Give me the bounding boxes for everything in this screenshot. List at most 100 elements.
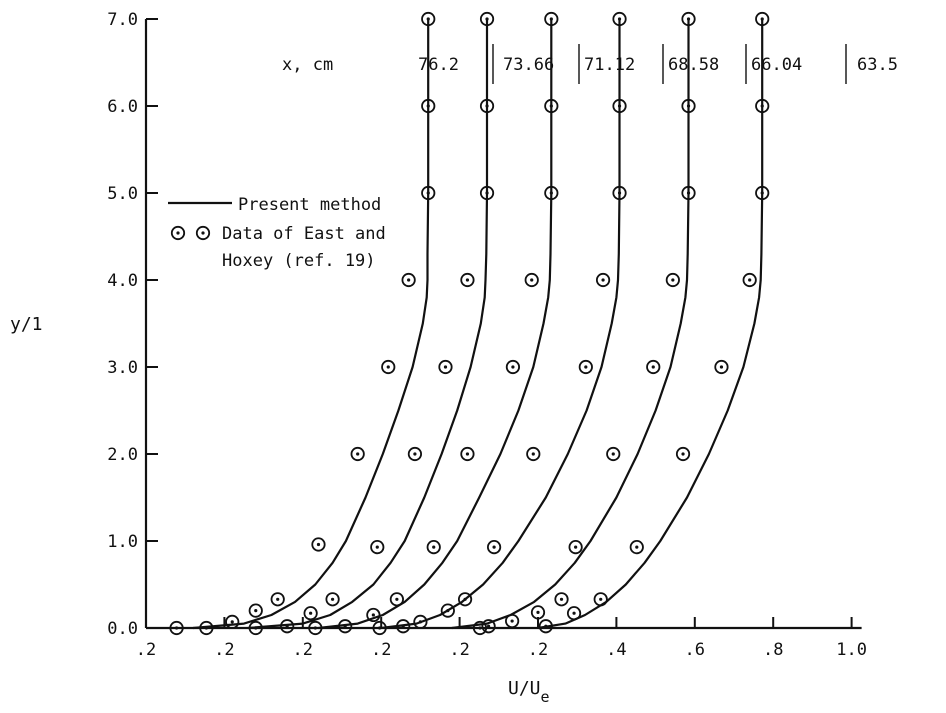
station-label-5: 63.5: [857, 55, 898, 75]
series-0-point-1: [225, 614, 240, 630]
series-0: [169, 11, 436, 636]
series-0-point-6: [381, 359, 396, 375]
series-2-point-2: [366, 607, 381, 623]
series-0-point-2: [248, 603, 263, 618]
series-3-point-2: [413, 614, 428, 630]
series-3-point-3: [440, 603, 455, 618]
series-2-point-5: [460, 446, 475, 462]
series-3-curve: [381, 19, 621, 630]
y-tick-label-5: 5.0: [107, 184, 138, 204]
series-5-point-9: [755, 98, 770, 114]
x-tick-label-2: .2: [293, 640, 313, 660]
series-4-point-8: [665, 272, 680, 288]
x-tick-label-5: .2: [528, 640, 548, 660]
legend-marker-swatch: [170, 225, 211, 241]
x-tick-label-4: .2: [449, 640, 469, 660]
series-1-point-3: [325, 592, 340, 607]
series-0-point-10: [421, 11, 436, 27]
station-label-2: 71.12: [584, 55, 635, 75]
series-5-point-2: [566, 606, 582, 621]
y-tick-label-7: 7.0: [107, 10, 138, 30]
axes: [144, 19, 862, 630]
y-tick-label-1: 1.0: [107, 532, 138, 552]
series-3-point-4: [457, 592, 473, 607]
series-0-curve: [192, 19, 430, 630]
series-2: [248, 11, 559, 636]
series-3-point-10: [612, 98, 627, 114]
series-5-point-8: [755, 185, 770, 201]
x-tick-label-6: .4: [606, 640, 626, 660]
x-tick-label-1: .2: [214, 640, 234, 660]
series-0-point-3: [270, 592, 285, 607]
series-3-point-6: [526, 446, 541, 462]
series-4-curve: [451, 19, 690, 630]
series-3: [308, 11, 627, 636]
station-label-3: 68.58: [668, 55, 719, 75]
x-axis-label-main: U/U: [508, 678, 541, 699]
series-2-curve: [318, 19, 553, 630]
series-2-point-4: [426, 539, 441, 555]
plot-area: [169, 11, 770, 636]
y-axis-label: y/1: [10, 314, 43, 335]
series-3-point-5: [486, 539, 502, 555]
series-4-point-7: [646, 359, 661, 375]
series-5-point-5: [675, 446, 691, 462]
y-tick-label-4: 4.0: [107, 271, 138, 291]
series-3-point-7: [578, 359, 593, 375]
series-3-point-9: [612, 185, 627, 201]
legend-marker-b: [195, 225, 211, 241]
legend: Present method Data of East and Hoxey (r…: [168, 195, 386, 271]
x-axis-label: U/Ue: [508, 678, 550, 706]
legend-marker-a: [170, 225, 186, 241]
legend-marker-label-line1: Data of East and: [222, 224, 386, 244]
x-tick-label-9: 1.0: [836, 640, 867, 660]
series-1-point-2: [303, 606, 318, 621]
x-tick-label-8: .8: [763, 640, 783, 660]
y-tick-label-0: 0.0: [107, 619, 138, 639]
legend-line-label: Present method: [238, 195, 381, 215]
station-label-0: 76.2: [418, 55, 459, 75]
station-label-4: 66.04: [751, 55, 802, 75]
station-label-1: 73.66: [503, 55, 554, 75]
series-5-point-3: [593, 592, 608, 607]
series-4-point-10: [681, 98, 696, 114]
series-4-point-2: [505, 613, 520, 629]
series-5-point-4: [629, 539, 644, 555]
series-1-point-7: [460, 272, 475, 288]
series-4: [372, 11, 696, 636]
series-5-point-10: [755, 11, 770, 27]
series-4-point-9: [681, 185, 696, 201]
series-0-point-5: [350, 446, 365, 462]
x-tick-label-0: .2: [136, 640, 156, 660]
legend-marker-label-line2: Hoxey (ref. 19): [222, 251, 376, 271]
series-1-point-10: [479, 11, 495, 27]
x-tick-label-3: .2: [371, 640, 391, 660]
station-labels: x, cm 76.2 73.66 71.12 68.58 66.04 63.5: [282, 44, 898, 84]
series-4-point-11: [681, 11, 696, 27]
series-5-point-7: [742, 272, 757, 288]
ticks: 0.0 1.0 2.0 3.0 4.0 5.0 6.0 7.0 .2 .2 .2 .2 .2 .2 .4 .6…: [107, 10, 867, 660]
series-4-point-3: [530, 605, 546, 620]
series-1-point-6: [438, 359, 453, 375]
series-1-point-8: [479, 185, 495, 201]
series-4-point-6: [606, 446, 621, 462]
series-4-point-4: [554, 592, 569, 607]
series-2-point-6: [505, 359, 521, 375]
series-2-point-9: [544, 98, 559, 114]
series-1-curve: [247, 19, 489, 630]
y-tick-label-6: 6.0: [107, 97, 138, 117]
y-tick-label-3: 3.0: [107, 358, 138, 378]
series-5-point-6: [714, 359, 729, 375]
series-1-point-5: [407, 446, 423, 462]
series-3-point-11: [612, 11, 627, 27]
series-1-point-9: [479, 98, 495, 114]
series-0-point-9: [421, 98, 436, 114]
series-2-point-8: [544, 185, 559, 201]
series-4-point-5: [568, 539, 583, 555]
series-3-point-8: [595, 272, 611, 288]
series-0-point-8: [421, 185, 436, 201]
series-0-point-7: [401, 272, 416, 288]
series-5-curve: [537, 19, 764, 630]
series-0-point-4: [311, 537, 326, 552]
